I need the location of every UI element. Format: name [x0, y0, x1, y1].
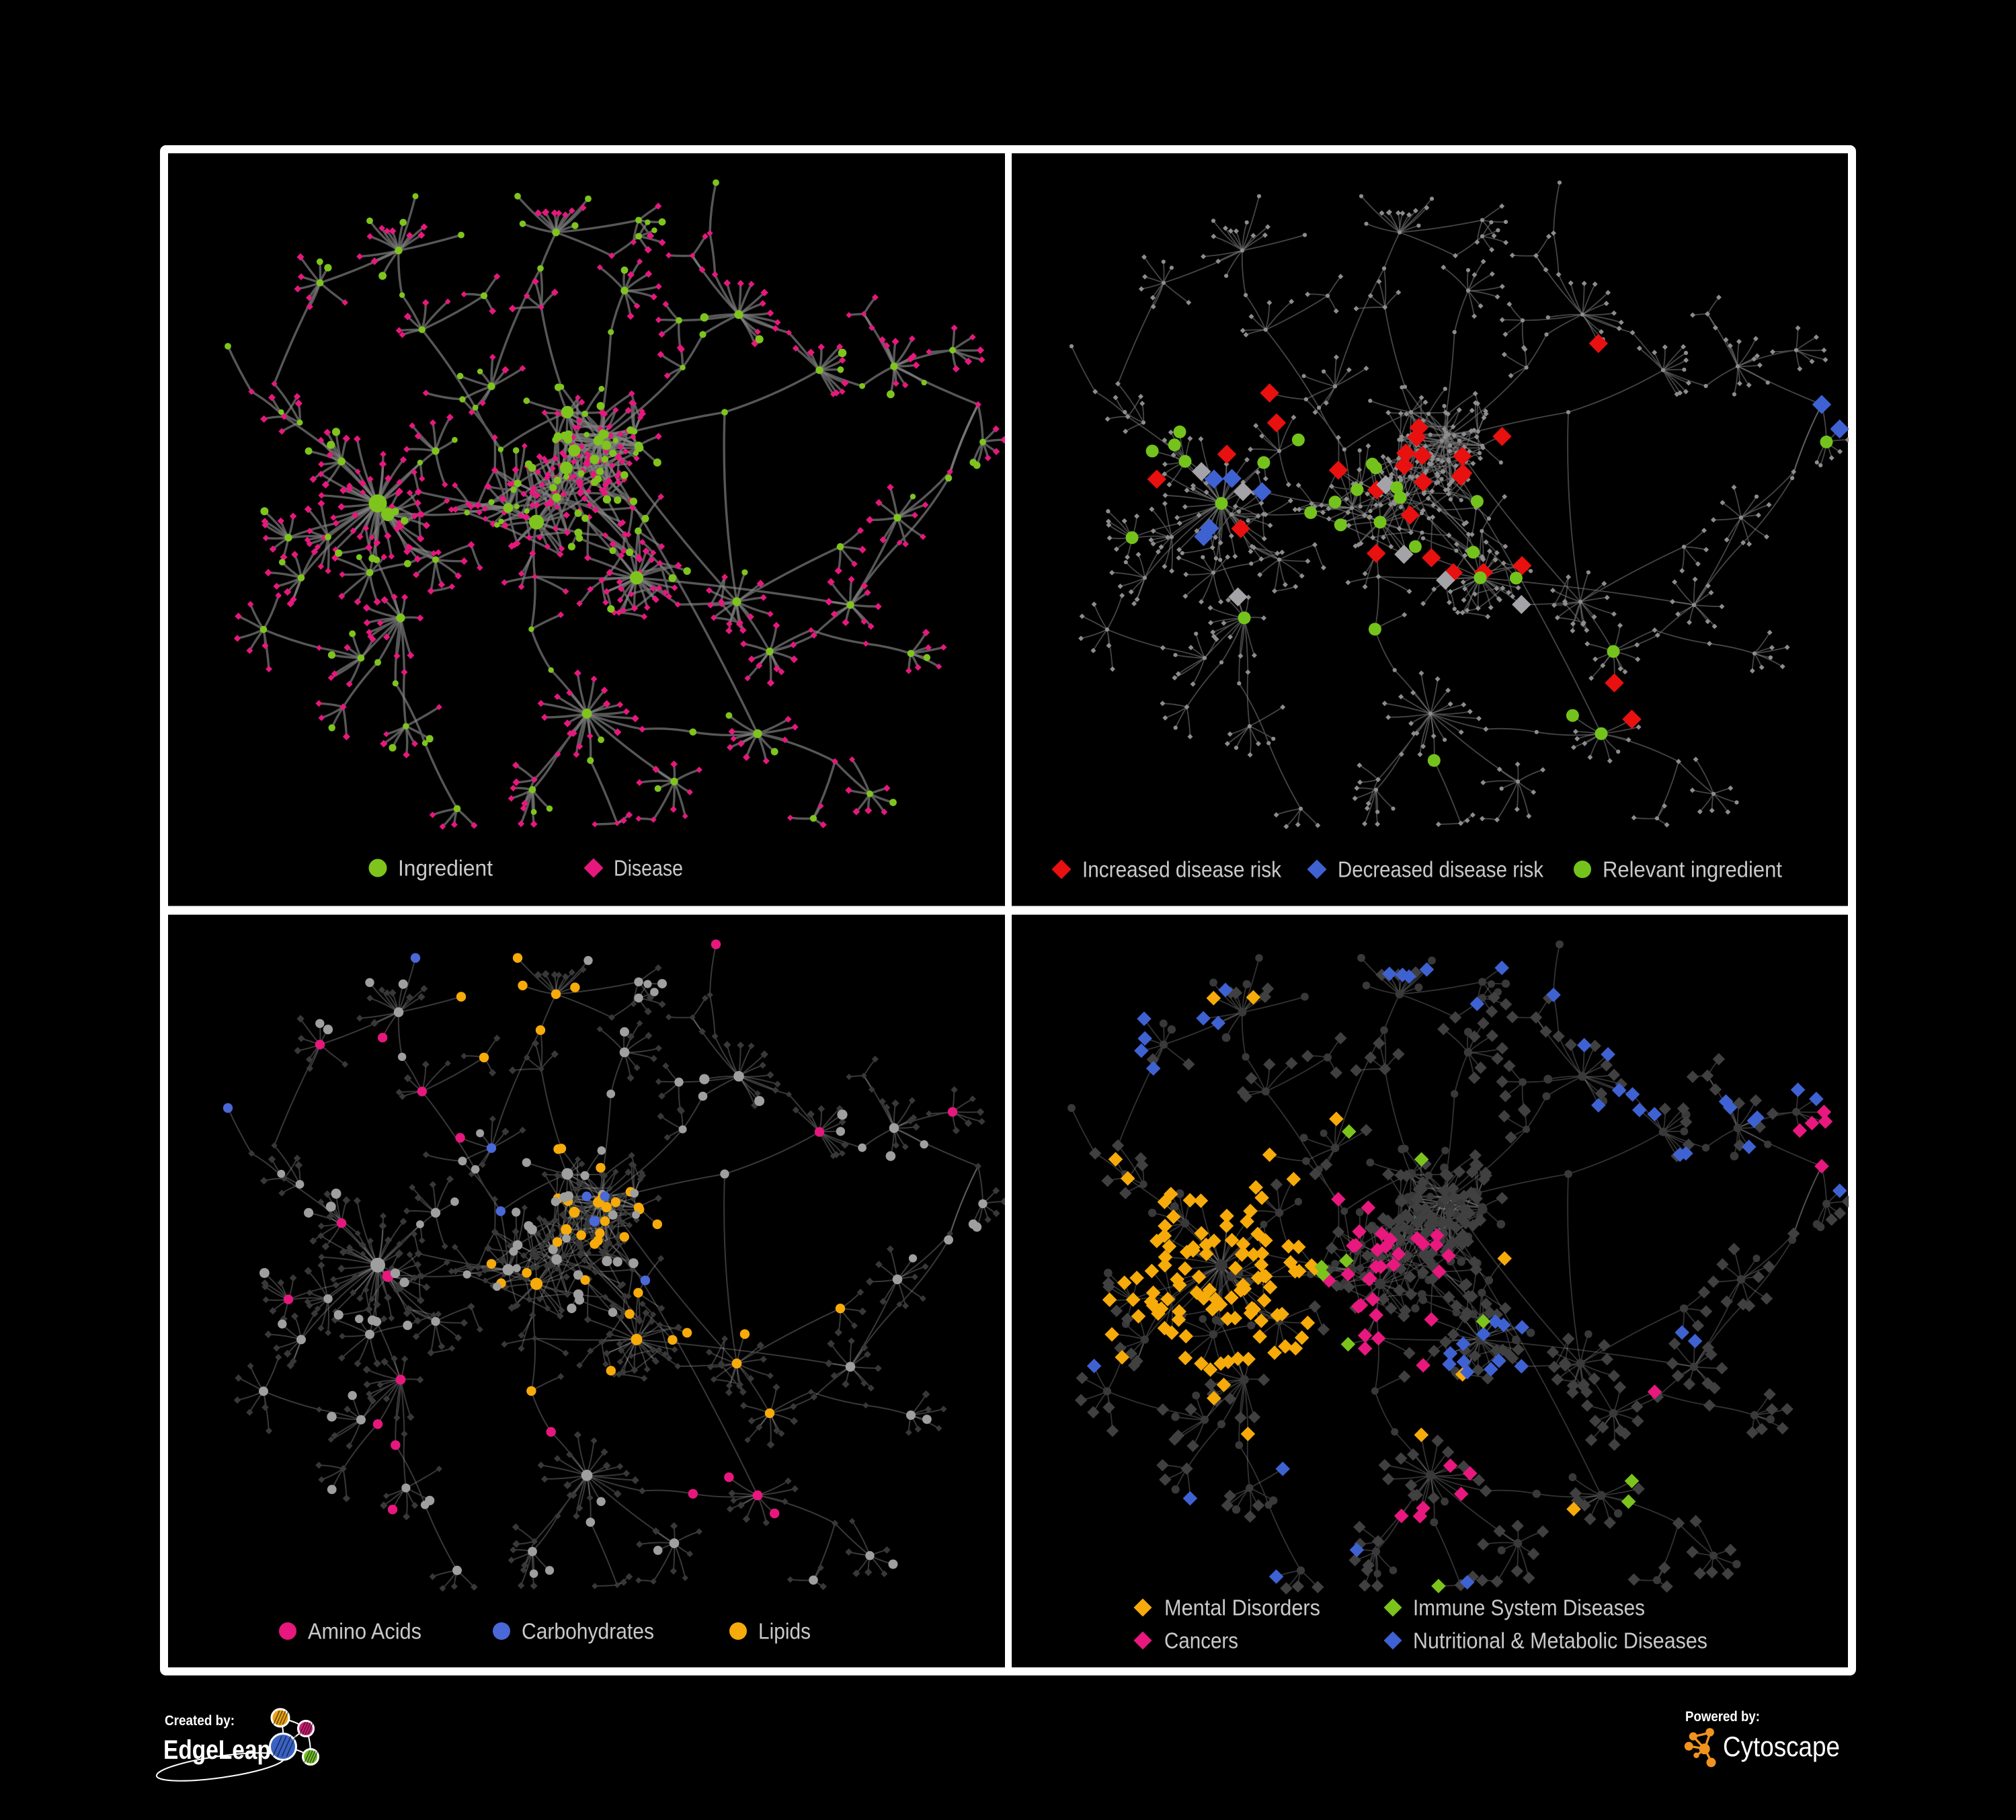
svg-text:Carbohydrates: Carbohydrates	[522, 1619, 654, 1644]
svg-text:Increased disease risk: Increased disease risk	[1082, 857, 1281, 882]
svg-text:Amino Acids: Amino Acids	[308, 1619, 421, 1644]
svg-text:EdgeLeap: EdgeLeap	[163, 1735, 271, 1765]
svg-text:Lipids: Lipids	[758, 1619, 811, 1644]
svg-text:Disease: Disease	[614, 856, 683, 881]
svg-text:Cytoscape: Cytoscape	[1723, 1731, 1840, 1762]
svg-text:Ingredient: Ingredient	[398, 856, 493, 881]
svg-text:Decreased disease risk: Decreased disease risk	[1338, 857, 1543, 882]
svg-text:Powered by:: Powered by:	[1685, 1709, 1760, 1725]
svg-text:Cancers: Cancers	[1164, 1628, 1238, 1653]
svg-text:Relevant ingredient: Relevant ingredient	[1603, 857, 1782, 882]
svg-text:Mental Disorders: Mental Disorders	[1164, 1595, 1320, 1620]
svg-text:Immune System Diseases: Immune System Diseases	[1413, 1595, 1645, 1620]
svg-text:Nutritional & Metabolic Diseas: Nutritional & Metabolic Diseases	[1413, 1628, 1707, 1653]
svg-text:Created by:: Created by:	[165, 1713, 235, 1729]
